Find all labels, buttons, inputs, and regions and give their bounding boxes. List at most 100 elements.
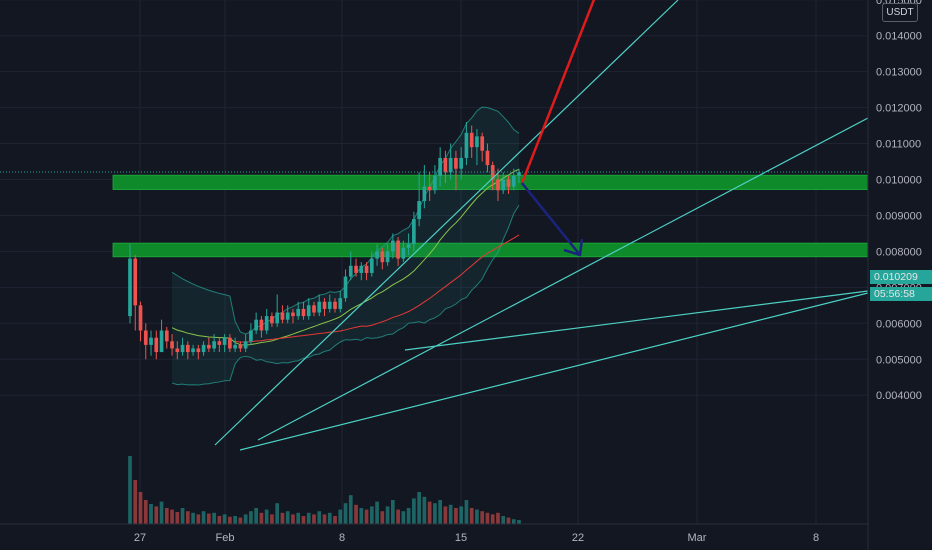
candle-body	[306, 305, 311, 317]
candle	[164, 326, 169, 349]
candle	[380, 247, 385, 270]
volume-bar	[517, 520, 521, 524]
candle	[228, 334, 232, 353]
volume-bar	[464, 500, 469, 524]
candle-body	[464, 132, 469, 158]
y-tick-label: 0.013000	[876, 67, 922, 79]
volume-bar	[138, 492, 143, 524]
x-tick-label: 15	[455, 532, 467, 544]
y-tick-label: 0.005000	[876, 354, 922, 366]
candle	[506, 175, 511, 194]
candle	[291, 308, 295, 324]
candle-body	[364, 265, 369, 273]
volume-bar	[317, 511, 322, 524]
candle	[359, 262, 364, 281]
candle	[448, 143, 453, 180]
volume-bar	[501, 516, 506, 524]
candle-body	[359, 265, 364, 273]
candle	[348, 251, 353, 281]
volume-bar	[422, 496, 427, 524]
volume-bar	[490, 514, 495, 524]
volume-bar	[185, 511, 190, 524]
candle-body	[506, 179, 511, 187]
candle-body	[517, 172, 521, 176]
candle-body	[175, 348, 180, 353]
volume-bar	[254, 508, 259, 524]
candle	[333, 298, 337, 313]
candle	[475, 129, 479, 166]
candle-body	[280, 312, 285, 320]
volume-bar	[180, 508, 185, 524]
candle	[317, 294, 322, 317]
candle	[185, 341, 190, 360]
candle-body	[228, 337, 232, 349]
trendline	[404, 290, 869, 351]
candle	[270, 312, 274, 327]
candle	[175, 341, 180, 360]
candle-body	[417, 201, 421, 220]
candle	[443, 150, 448, 184]
volume-bar	[396, 509, 400, 524]
volume-bar	[264, 509, 269, 524]
projection-arrowhead-down	[563, 238, 584, 257]
x-tick-label: Feb	[216, 532, 235, 544]
candle-body	[154, 337, 159, 353]
volume-bar	[164, 508, 169, 524]
bollinger-band-fill	[172, 107, 519, 385]
candle	[459, 147, 464, 180]
y-tick-label: 0.006000	[876, 318, 922, 330]
candle	[312, 301, 316, 317]
candle-body	[180, 344, 185, 353]
candle-body	[191, 348, 195, 353]
volume-bar	[196, 514, 201, 524]
volume-bar	[359, 508, 364, 524]
volume-bar	[480, 511, 485, 524]
candle	[501, 172, 506, 194]
candle-body	[301, 308, 306, 317]
candle-body	[312, 305, 316, 313]
candle-body	[433, 175, 437, 191]
volume-bar	[390, 500, 395, 524]
candle	[159, 319, 164, 353]
candle-body	[390, 240, 395, 252]
candle	[343, 269, 348, 302]
candle	[170, 334, 174, 356]
candle	[201, 341, 206, 356]
candle	[301, 301, 306, 320]
candle	[207, 337, 211, 353]
candle	[275, 294, 280, 327]
volume-bar	[459, 506, 464, 524]
candle	[259, 316, 264, 338]
candle-body	[259, 319, 264, 331]
volume-bar	[238, 517, 243, 524]
candle-body	[333, 301, 337, 309]
candle-body	[207, 344, 211, 349]
candle	[217, 337, 222, 353]
candle	[433, 165, 437, 194]
candle	[517, 168, 521, 184]
candle	[285, 305, 290, 324]
candle	[338, 290, 343, 313]
candle	[422, 165, 427, 209]
volume-bar	[275, 503, 280, 524]
trendline	[239, 292, 869, 451]
volume-bar	[443, 506, 448, 524]
volume-bar	[249, 511, 253, 524]
volume-bar	[212, 512, 216, 524]
volume-bar	[438, 500, 442, 524]
volume-bar	[506, 517, 511, 524]
candle	[149, 330, 153, 356]
candle	[143, 323, 148, 360]
candle	[438, 147, 442, 187]
currency-badge[interactable]: USDT	[882, 3, 918, 22]
projection-arrow-up	[520, 0, 596, 184]
candle	[454, 150, 458, 191]
candle-body	[380, 251, 385, 263]
candle-body	[343, 276, 348, 299]
volume-bar	[412, 498, 416, 524]
candle	[128, 244, 132, 324]
y-tick-label: 0.008000	[876, 246, 922, 258]
projection-arrow-down	[521, 182, 581, 256]
candle	[138, 301, 143, 342]
